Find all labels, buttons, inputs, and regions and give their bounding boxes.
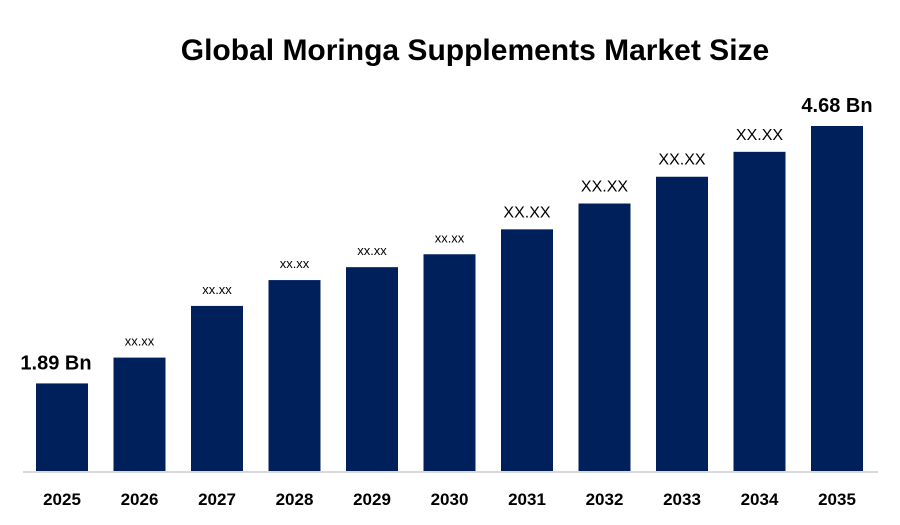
bar-2035 [811,126,863,472]
data-label: xx.xx [357,243,387,258]
bar-2026 [113,357,166,472]
data-label: XX.XX [503,204,550,221]
x-tick-label: 2032 [586,490,624,509]
x-tick-label: 2028 [276,490,314,509]
data-label: XX.XX [581,179,628,196]
bar-2031 [501,229,553,472]
x-tick-label: 2031 [508,490,546,509]
x-tick-label: 2027 [198,490,236,509]
data-label: xx.xx [280,256,310,271]
bar-2027 [191,305,243,472]
x-tick-label: 2033 [663,490,701,509]
x-tick-label: 2026 [121,490,159,509]
data-label: xx.xx [435,230,465,245]
chart-title: Global Moringa Supplements Market Size [181,34,769,67]
bar-2033 [656,176,708,472]
bar-2028 [268,280,321,472]
bar-2029 [346,267,398,472]
data-label: 4.68 Bn [801,95,872,117]
data-label: xx.xx [202,282,232,297]
x-tick-label: 2035 [818,490,856,509]
data-label: XX.XX [736,127,783,144]
bar-2034 [733,151,786,473]
x-tick-label: 2030 [431,490,469,509]
bar-2032 [578,203,631,472]
x-tick-label: 2034 [741,490,779,509]
data-label: XX.XX [658,152,705,169]
data-label: xx.xx [125,334,155,349]
bar-2025 [36,383,88,472]
data-label: 1.89 Bn [20,352,91,374]
bar-2030 [423,254,476,472]
x-tick-label: 2025 [43,490,81,509]
x-tick-label: 2029 [353,490,391,509]
